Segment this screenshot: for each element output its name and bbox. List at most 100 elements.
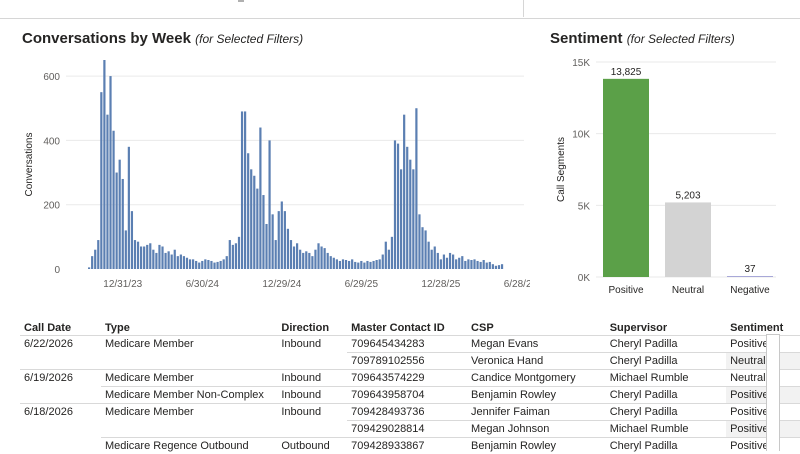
week-bar[interactable] [183,256,185,269]
week-bar[interactable] [94,250,96,269]
column-header-type[interactable]: Type [101,320,277,336]
sentiment-bar-neutral[interactable] [665,202,711,277]
week-bar[interactable] [158,245,160,269]
week-bar[interactable] [434,246,436,269]
week-bar[interactable] [308,253,310,269]
week-bar[interactable] [483,260,485,269]
week-bar[interactable] [290,240,292,269]
week-bar[interactable] [256,189,258,269]
week-bar[interactable] [336,259,338,269]
week-bar[interactable] [253,176,255,269]
week-bar[interactable] [473,259,475,269]
week-bar[interactable] [131,211,133,269]
week-bar[interactable] [354,262,356,269]
week-bar[interactable] [229,240,231,269]
week-bar[interactable] [244,111,246,269]
week-bar[interactable] [192,259,194,269]
week-bar[interactable] [161,246,163,269]
week-bar[interactable] [232,245,234,269]
week-bar[interactable] [186,258,188,269]
week-bar[interactable] [106,115,108,269]
week-bar[interactable] [250,169,252,269]
week-bar[interactable] [342,259,344,269]
week-bar[interactable] [174,250,176,269]
week-bar[interactable] [109,76,111,269]
week-bar[interactable] [400,169,402,269]
week-bar[interactable] [437,253,439,269]
week-bar[interactable] [275,240,277,269]
column-header-call-date[interactable]: Call Date [20,320,101,336]
week-bar[interactable] [470,260,472,269]
week-bar[interactable] [330,256,332,269]
week-bar[interactable] [339,261,341,269]
week-bar[interactable] [91,256,93,269]
week-bar[interactable] [238,237,240,269]
week-bar[interactable] [428,242,430,269]
week-bar[interactable] [461,256,463,269]
week-bar[interactable] [498,265,500,269]
week-bar[interactable] [452,255,454,269]
week-bar[interactable] [140,246,142,269]
week-bar[interactable] [360,261,362,269]
week-bar[interactable] [152,250,154,269]
week-bar[interactable] [143,246,145,269]
week-bar[interactable] [235,243,237,269]
week-bar[interactable] [134,240,136,269]
column-header-supervisor[interactable]: Supervisor [606,320,726,336]
week-bar[interactable] [189,259,191,269]
week-bar[interactable] [489,262,491,269]
week-bar[interactable] [333,258,335,269]
week-bar[interactable] [100,92,102,269]
week-bar[interactable] [446,258,448,269]
week-bar[interactable] [262,195,264,269]
week-bar[interactable] [103,60,105,269]
week-bar[interactable] [278,211,280,269]
week-bar[interactable] [216,262,218,269]
week-bar[interactable] [406,147,408,269]
week-bar[interactable] [379,259,381,269]
week-bar[interactable] [97,240,99,269]
week-bar[interactable] [385,242,387,269]
week-bar[interactable] [320,246,322,269]
week-bar[interactable] [198,263,200,269]
week-bar[interactable] [293,246,295,269]
week-bar[interactable] [376,260,378,269]
week-bar[interactable] [168,251,170,269]
week-bar[interactable] [247,153,249,269]
week-bar[interactable] [464,261,466,269]
week-bar[interactable] [317,243,319,269]
week-bar[interactable] [431,250,433,269]
week-bar[interactable] [369,262,371,269]
week-bar[interactable] [180,255,182,269]
week-bar[interactable] [299,250,301,269]
week-bar[interactable] [302,253,304,269]
week-bar[interactable] [357,263,359,269]
week-bar[interactable] [403,115,405,269]
week-bar[interactable] [116,173,118,269]
week-bar[interactable] [455,259,457,269]
week-bar[interactable] [268,140,270,269]
week-bar[interactable] [382,255,384,269]
week-bar[interactable] [155,253,157,269]
week-bar[interactable] [394,140,396,269]
sentiment-bar-positive[interactable] [603,79,649,277]
week-bar[interactable] [372,261,374,269]
week-bar[interactable] [495,266,497,269]
week-bar[interactable] [195,261,197,269]
week-bar[interactable] [207,260,209,269]
week-bar[interactable] [284,211,286,269]
week-bar[interactable] [223,259,225,269]
week-bar[interactable] [501,264,503,269]
week-bar[interactable] [391,237,393,269]
week-bar[interactable] [220,261,222,269]
sentiment-bar-negative[interactable] [727,276,773,277]
week-bar[interactable] [272,214,274,269]
table-scrollbar[interactable] [766,334,780,451]
